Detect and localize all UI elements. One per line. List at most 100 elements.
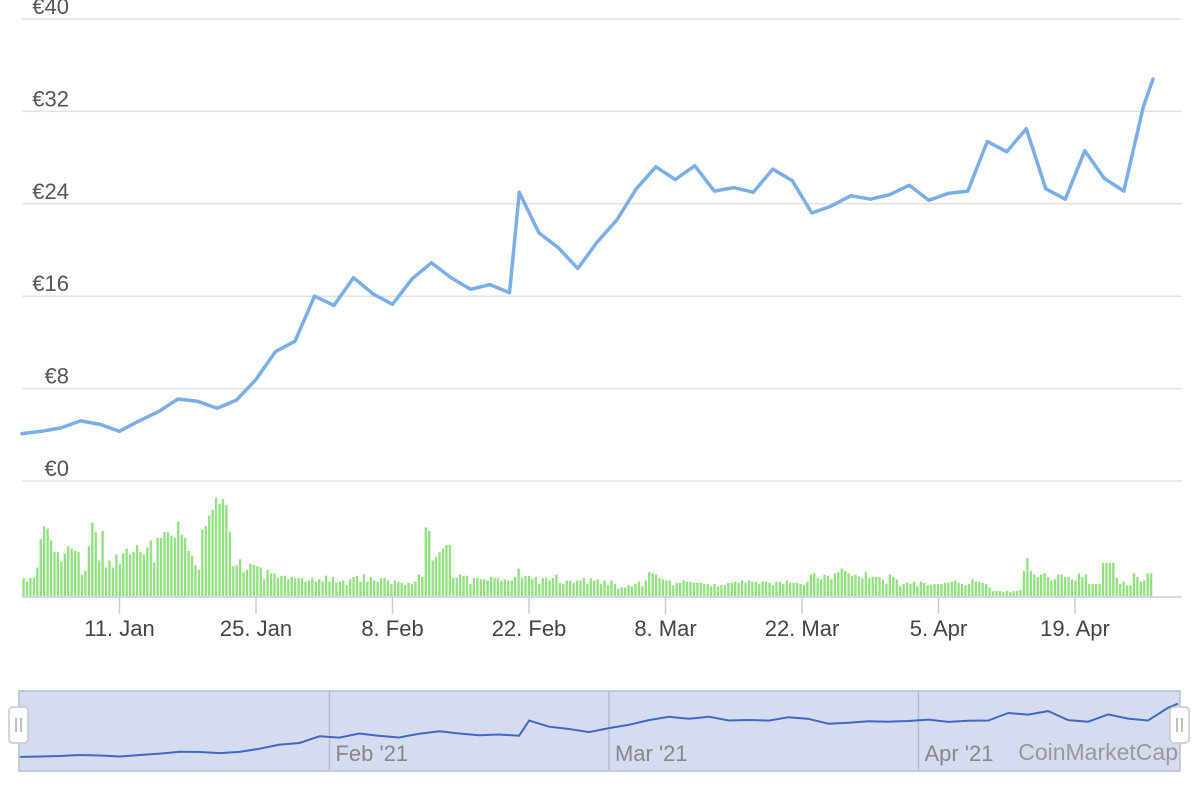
volume-bar <box>118 563 121 597</box>
volume-bar <box>864 572 867 597</box>
volume-bar <box>823 574 826 597</box>
volume-bar <box>775 581 778 597</box>
volume-bar <box>452 578 455 597</box>
volume-bar <box>469 584 472 597</box>
x-tick-label: 22. Feb <box>492 616 567 641</box>
volume-bar <box>713 584 716 597</box>
volume-bar <box>696 582 699 597</box>
volume-bar <box>816 578 819 597</box>
y-tick-label: €32 <box>32 86 69 111</box>
volume-bar <box>531 579 534 597</box>
volume-bar <box>998 591 1002 597</box>
volume-bar <box>163 532 166 597</box>
volume-bar <box>338 581 342 597</box>
y-tick-label: €40 <box>32 0 69 19</box>
volume-bar <box>617 588 620 597</box>
volume-bar <box>1081 576 1084 597</box>
volume-bar <box>679 582 682 597</box>
volume-bar <box>1043 573 1046 597</box>
volume-bar <box>393 580 397 597</box>
volume-bar <box>1143 580 1146 597</box>
volume-bar <box>197 569 201 597</box>
volume-bar <box>98 560 101 597</box>
credit-text[interactable]: CoinMarketCap <box>1018 739 1178 765</box>
volume-bar <box>988 587 991 597</box>
navigator-label: Mar '21 <box>615 741 688 766</box>
volume-bar <box>1012 591 1015 597</box>
volume-bar <box>723 585 727 597</box>
x-tick-label: 8. Feb <box>361 616 423 641</box>
volume-bar <box>1119 584 1122 597</box>
volume-bar <box>668 580 672 597</box>
volume-bar <box>727 582 730 597</box>
volume-bar <box>940 584 943 597</box>
y-tick-label: €0 <box>45 456 69 481</box>
volume-bar <box>703 584 706 597</box>
volume-bar <box>29 578 32 597</box>
navigator-handle-left[interactable] <box>8 706 29 744</box>
volume-bar <box>1098 584 1101 597</box>
volume-bar <box>462 575 465 597</box>
volume-bar <box>101 530 104 597</box>
volume-bar <box>1015 591 1019 597</box>
volume-bar <box>369 576 372 597</box>
volume-bar <box>235 565 238 597</box>
volume-bar <box>383 578 386 597</box>
volume-bar <box>1146 573 1149 597</box>
volume-bar <box>132 552 135 597</box>
volume-bar <box>448 545 452 597</box>
volume-bar <box>421 576 424 597</box>
volume-bar <box>489 576 493 597</box>
volume-bar <box>94 532 97 597</box>
volume-bar <box>1077 573 1081 597</box>
volume-bar <box>699 582 702 597</box>
volume-bar <box>544 578 548 597</box>
volume-bar <box>1132 573 1136 597</box>
volume-bar <box>293 578 297 597</box>
volume-bar <box>355 575 359 597</box>
volume-bar <box>919 581 922 597</box>
volume-bar <box>290 576 293 597</box>
volume-bar <box>644 580 647 597</box>
volume-bar <box>366 581 369 597</box>
volume-bar <box>785 580 788 597</box>
volume-bar <box>1022 571 1026 597</box>
volume-bar <box>87 546 91 597</box>
volume-bar <box>111 567 115 597</box>
volume-bar <box>912 581 916 597</box>
volume-bar <box>345 585 348 597</box>
volume-bar <box>923 582 926 597</box>
x-tick-label: 11. Jan <box>84 616 155 641</box>
volume-bar <box>46 528 49 597</box>
volume-bar <box>80 574 84 597</box>
volume-bar <box>847 573 850 597</box>
volume-bar <box>115 554 118 597</box>
volume-bar <box>744 582 747 597</box>
volume-bar <box>1036 576 1039 597</box>
volume-bar <box>67 546 70 597</box>
volume-bar <box>648 572 651 597</box>
volume-bar <box>682 580 685 597</box>
volume-bar <box>586 584 589 597</box>
volume-bar <box>1053 579 1057 597</box>
navigator-handle-right[interactable] <box>1169 706 1190 744</box>
volume-bar <box>500 580 503 597</box>
volume-bar <box>142 554 146 597</box>
volume-bar <box>627 585 630 597</box>
volume-bar <box>792 582 795 597</box>
volume-bar <box>596 579 599 597</box>
volume-bar <box>658 578 661 597</box>
volume-bar <box>764 581 768 597</box>
volume-bar <box>472 578 476 597</box>
volume-bar <box>572 582 575 597</box>
volume-bar <box>802 585 806 597</box>
volume-bar <box>520 578 524 597</box>
volume-bar <box>328 581 331 597</box>
navigator[interactable]: Feb '21 Mar '21 Apr '21 CoinMarketCap <box>8 690 1190 772</box>
volume-bar <box>232 566 235 597</box>
volume-bar <box>562 584 565 597</box>
volume-bar <box>36 567 39 597</box>
volume-bar <box>1019 589 1022 597</box>
volume-bar <box>868 578 871 597</box>
volume-bar <box>465 575 469 597</box>
